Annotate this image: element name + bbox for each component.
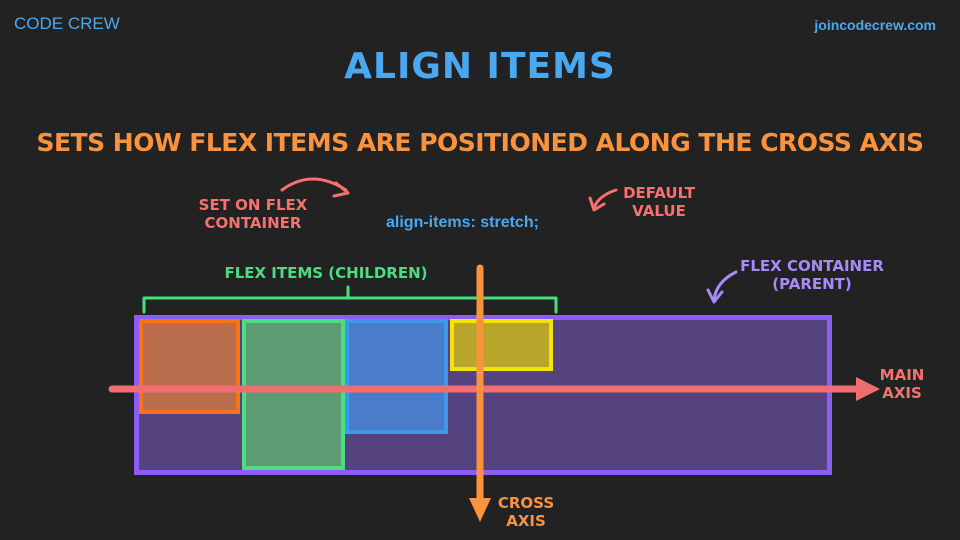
code-snippet: align-items: stretch;: [386, 214, 539, 232]
flex-container-label: FLEX CONTAINER (PARENT): [740, 257, 884, 293]
main-axis-arrowhead-icon: [856, 377, 880, 401]
set-on-arrowhead-icon: [332, 181, 350, 198]
flex-item-3: [345, 319, 448, 434]
site-url[interactable]: joincodecrew.com: [814, 17, 936, 33]
set-on-container-note: SET ON FLEX CONTAINER: [198, 196, 308, 232]
flex-container-arrowhead-icon: [706, 288, 724, 304]
default-arrow-icon: [592, 188, 618, 210]
default-arrowhead-icon: [588, 196, 606, 212]
default-value-note: DEFAULT VALUE: [623, 184, 695, 220]
flex-container-arrow-icon: [712, 270, 738, 302]
page-title: ALIGN ITEMS: [344, 46, 616, 87]
flex-items-bracket: [142, 285, 558, 314]
main-axis-label: MAIN AXIS: [879, 366, 925, 402]
flex-item-4: [450, 319, 553, 371]
code-property: align-items:: [386, 214, 476, 231]
cross-axis-label: CROSS AXIS: [497, 494, 555, 530]
code-value: stretch;: [480, 214, 539, 231]
flex-item-1: [139, 319, 240, 414]
brand-logo-text: CODE CREW: [14, 14, 120, 33]
page-subtitle: SETS HOW FLEX ITEMS ARE POSITIONED ALONG…: [36, 128, 924, 157]
flex-item-2: [242, 319, 345, 470]
flex-items-label: FLEX ITEMS (CHILDREN): [224, 264, 428, 282]
cross-axis-arrowhead-icon: [469, 498, 491, 522]
